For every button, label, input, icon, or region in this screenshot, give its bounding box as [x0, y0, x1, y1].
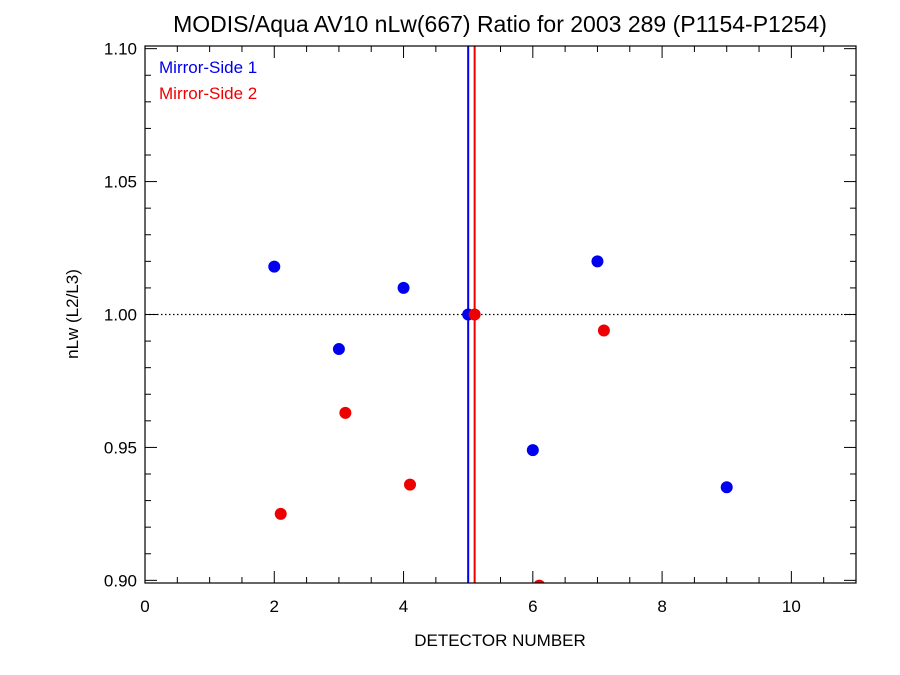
- series-1-point: [397, 281, 410, 294]
- y-tick-label: 1.10: [104, 40, 137, 59]
- x-tick-label: 0: [140, 597, 149, 616]
- y-tick-label: 0.95: [104, 438, 137, 457]
- plot-frame: [144, 45, 857, 584]
- series-2-point: [533, 579, 545, 583]
- series-1-point: [332, 343, 345, 356]
- series-1-point: [268, 260, 281, 273]
- y-tick-label: 1.05: [104, 173, 137, 192]
- series-2-point: [597, 324, 610, 337]
- series-1-point: [591, 255, 604, 268]
- series-2-point: [404, 478, 417, 491]
- points-layer: [268, 255, 733, 583]
- y-axis-label: nLw (L2/L3): [63, 269, 82, 359]
- legend: Mirror-Side 1 Mirror-Side 2: [159, 58, 257, 103]
- legend-entry-1: Mirror-Side 1: [159, 58, 257, 77]
- y-tick-label: 0.90: [104, 571, 137, 590]
- series-1-point: [526, 444, 539, 457]
- legend-entry-2: Mirror-Side 2: [159, 84, 257, 103]
- y-tick-label: 1.00: [104, 306, 137, 325]
- x-tick-label: 8: [657, 597, 666, 616]
- chart-title: MODIS/Aqua AV10 nLw(667) Ratio for 2003 …: [173, 11, 827, 37]
- axes-layer: 0 2 4 6 8 10 0.90 0.95 1.00 1.05 1.10: [104, 40, 857, 616]
- x-axis-label: DETECTOR NUMBER: [414, 631, 586, 650]
- series-2-point: [339, 406, 352, 419]
- series-2-point: [468, 308, 481, 321]
- x-tick-label: 4: [399, 597, 408, 616]
- series-1-point: [720, 481, 733, 494]
- x-tick-label: 2: [270, 597, 279, 616]
- series-2-point: [274, 507, 287, 520]
- x-tick-label: 10: [782, 597, 801, 616]
- x-tick-label: 6: [528, 597, 537, 616]
